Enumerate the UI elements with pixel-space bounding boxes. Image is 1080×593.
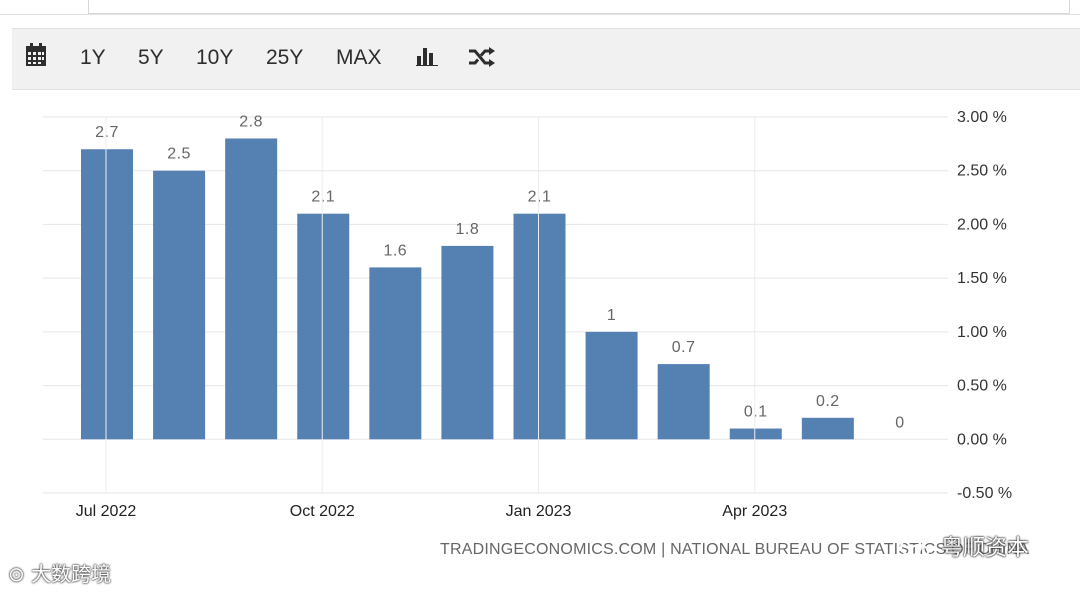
x-tick-label: Jan 2023 [506, 503, 572, 520]
browser-tab[interactable] [88, 0, 1070, 14]
y-tick-label: -0.50 % [957, 485, 1012, 502]
tab-strip-divider [0, 14, 1080, 15]
y-tick-label: 1.50 % [957, 270, 1007, 287]
range-max-button[interactable]: MAX [336, 46, 382, 69]
browser-tab-strip [0, 0, 1080, 15]
bar-value-label: 2.1 [311, 189, 335, 206]
watermark-left: ⊙ 大数跨境 [8, 558, 111, 587]
bar [513, 213, 566, 440]
bar-value-label: 2.5 [167, 146, 191, 163]
bar-value-label: 0.1 [744, 404, 768, 421]
bar [801, 417, 854, 440]
x-tick-label: Jul 2022 [76, 503, 137, 520]
bar [657, 364, 710, 440]
x-tick-label: Apr 2023 [722, 503, 787, 520]
bar [369, 267, 422, 440]
range-25y-button[interactable]: 25Y [266, 46, 304, 69]
bar-value-label: 2.7 [95, 124, 119, 141]
weibo-icon: ⊙ [8, 562, 25, 586]
bar-value-label: 2.1 [528, 189, 552, 206]
y-tick-label: 0.00 % [957, 431, 1007, 448]
bar [81, 149, 133, 440]
wechat-icon [900, 538, 929, 560]
bar-value-label: 0 [895, 414, 904, 431]
bar-value-label: 0.7 [672, 339, 696, 356]
bar-chart: 3.00 % 2.50 % 2.00 % 1.50 % 1.00 % 0.50 % 0.00… [43, 109, 1012, 520]
bar-chart-icon[interactable] [416, 46, 438, 76]
bar [225, 138, 278, 440]
bar-value-label: 2.8 [239, 113, 263, 130]
range-10y-button[interactable]: 10Y [196, 46, 234, 69]
y-tick-label: 3.00 % [957, 109, 1007, 126]
watermark-right: 粤顺资本 [900, 530, 1029, 562]
bar [585, 331, 638, 440]
y-tick-label: 1.00 % [957, 324, 1007, 341]
bar-value-label: 1 [607, 307, 616, 324]
watermark-left-text: 大数跨境 [31, 562, 112, 586]
calendar-icon[interactable] [25, 43, 47, 73]
bar [153, 170, 206, 440]
x-tick-label: Oct 2022 [290, 503, 355, 520]
y-tick-label: 2.50 % [957, 163, 1007, 180]
bar-value-label: 0.2 [816, 393, 840, 410]
watermark-right-text: 粤顺资本 [941, 536, 1030, 561]
y-tick-label: 2.00 % [957, 216, 1007, 233]
bar [297, 213, 350, 440]
bar [441, 245, 494, 440]
chart-area: 3.00 % 2.50 % 2.00 % 1.50 % 1.00 % 0.50 % 0.00… [0, 90, 1080, 593]
source-credit[interactable]: TRADINGECONOMICS.COM | NATIONAL BUREAU O… [440, 541, 1030, 558]
bar-value-label: 1.8 [456, 221, 480, 238]
shuffle-icon[interactable] [468, 46, 496, 76]
bar [729, 428, 782, 440]
range-5y-button[interactable]: 5Y [138, 46, 164, 69]
range-1y-button[interactable]: 1Y [80, 46, 106, 69]
chart-toolbar: 1Y 5Y 10Y 25Y MAX [12, 28, 1080, 90]
bar-value-label: 1.6 [383, 242, 407, 259]
y-tick-label: 0.50 % [957, 378, 1007, 395]
